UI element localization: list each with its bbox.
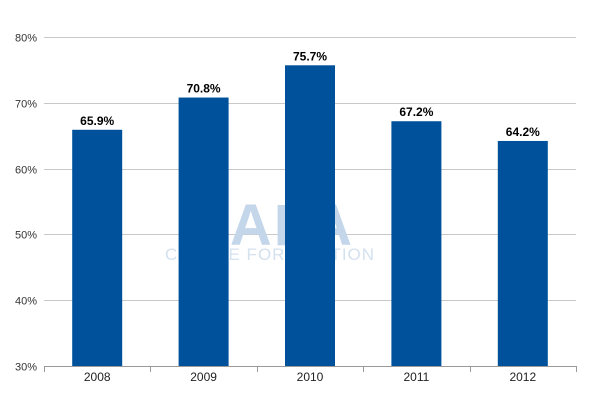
bar-2010 bbox=[285, 65, 335, 366]
bar-2011 bbox=[391, 121, 442, 366]
data-label: 65.9% bbox=[80, 114, 114, 128]
y-tick-label: 30% bbox=[15, 362, 37, 374]
bar-2012 bbox=[497, 140, 548, 366]
y-tick-label: 80% bbox=[15, 33, 37, 45]
data-label: 70.8% bbox=[187, 82, 221, 96]
x-tick-label: 2012 bbox=[509, 370, 536, 384]
x-tick-label: 2011 bbox=[403, 370, 429, 384]
x-tick-label: 2008 bbox=[84, 370, 111, 384]
x-tick-label: 2010 bbox=[297, 370, 324, 384]
labels: 30% 40% 50% 60% 70% 80% 65.9% 2008 70.8% 2009 75.7… bbox=[15, 33, 540, 385]
y-tick-label: 50% bbox=[15, 230, 37, 242]
x-tick-label: 2009 bbox=[190, 370, 217, 384]
bars bbox=[72, 65, 548, 366]
data-label: 67.2% bbox=[399, 105, 433, 119]
bar-2008 bbox=[72, 129, 123, 366]
y-tick-label: 40% bbox=[15, 296, 37, 308]
axes bbox=[44, 366, 577, 372]
data-label: 75.7% bbox=[293, 49, 327, 63]
data-label: 64.2% bbox=[506, 125, 540, 139]
y-tick-label: 70% bbox=[15, 99, 37, 111]
bar-2009 bbox=[178, 97, 229, 366]
y-tick-label: 60% bbox=[15, 165, 37, 177]
